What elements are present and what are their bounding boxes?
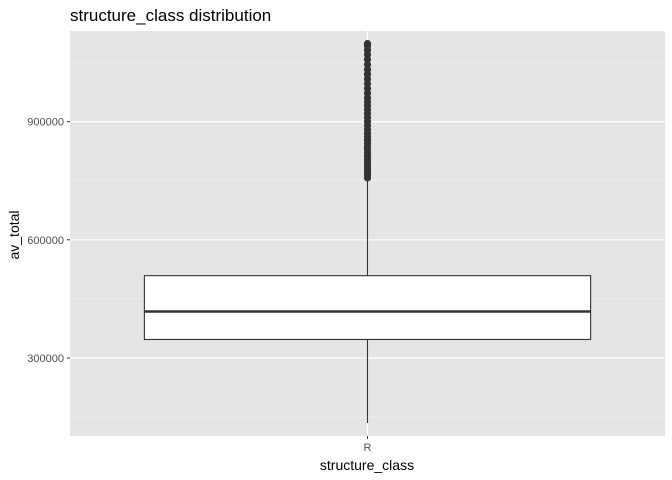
y-tick-label: 300000 xyxy=(27,353,64,365)
x-tick-label: R xyxy=(364,442,372,454)
outlier-point xyxy=(363,60,372,69)
y-axis: 300000 600000 900000 xyxy=(27,117,70,365)
y-tick-label: 600000 xyxy=(27,235,64,247)
x-axis-title: structure_class xyxy=(320,457,414,473)
y-tick-label: 900000 xyxy=(27,117,64,129)
outlier-point xyxy=(363,66,372,74)
y-axis-title: av_total xyxy=(6,210,22,259)
outlier-layer xyxy=(363,40,372,182)
outlier-point xyxy=(363,40,372,48)
box-layer xyxy=(143,179,592,423)
chart-title: structure_class distribution xyxy=(70,6,271,25)
x-axis: R xyxy=(364,436,372,454)
box-iqr xyxy=(143,275,592,341)
